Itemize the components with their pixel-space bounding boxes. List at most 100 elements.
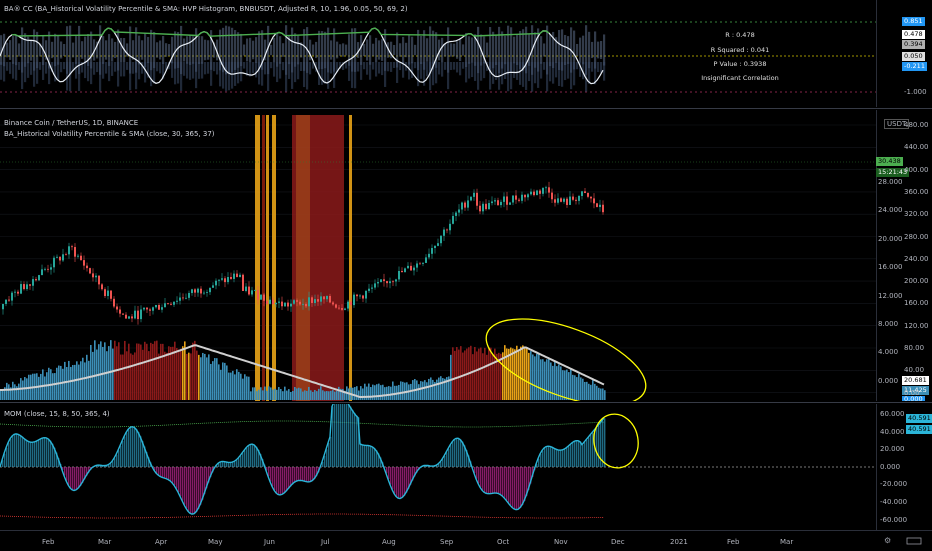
corr-band-low: [138, 62, 140, 79]
hvp-bar: [392, 382, 394, 400]
hvp-bar: [292, 391, 294, 400]
hvp-bar: [44, 376, 46, 400]
corr-band: [249, 38, 251, 62]
hvp-bar: [196, 351, 198, 400]
hvp-bar: [142, 350, 144, 400]
corr-band-low: [567, 62, 569, 79]
candle-body: [440, 236, 442, 243]
momentum-bar: [524, 467, 525, 501]
momentum-bar: [544, 448, 545, 467]
momentum-pane[interactable]: MOM (close, 15, 8, 50, 365, 4) 40.591 40…: [0, 404, 932, 530]
candle-body: [362, 296, 364, 299]
hvp-bar: [450, 355, 452, 400]
corr-band-low: [144, 62, 146, 82]
corr-band-low: [225, 62, 227, 91]
price-pane[interactable]: Binance Coin / TetherUS, 1D, BINANCE BA_…: [0, 110, 932, 401]
momentum-bar: [190, 467, 191, 513]
hvp-bar: [420, 381, 422, 400]
candle-body: [8, 300, 10, 301]
corr-band-low: [549, 62, 551, 81]
hvp-bar: [274, 389, 276, 400]
hvp-bar: [194, 341, 196, 400]
corr-band: [30, 39, 32, 60]
momentum-legend[interactable]: MOM (close, 15, 8, 50, 365, 4): [4, 410, 110, 418]
corr-band: [345, 45, 347, 56]
hvp-bar: [362, 388, 364, 400]
corr-band-low: [492, 62, 494, 84]
corr-band-low: [3, 62, 5, 81]
candle-body: [470, 197, 472, 201]
momentum-bar: [112, 461, 113, 467]
hvp-bar: [540, 359, 542, 400]
corr-band-low: [363, 62, 365, 69]
corr-band-low: [453, 62, 455, 70]
candle-body: [20, 284, 22, 294]
hvp-bar: [572, 375, 574, 400]
candle-body: [215, 281, 217, 286]
hvp-bar: [422, 382, 424, 400]
candle-body: [149, 309, 151, 310]
hvp-bar: [94, 340, 96, 400]
hvp-bar: [178, 350, 180, 400]
hvp-bar: [334, 392, 336, 400]
hvp-bar: [188, 353, 190, 400]
scale-options-icon[interactable]: [906, 537, 922, 545]
hvp-bar: [590, 385, 592, 400]
time-axis-label: Mar: [780, 538, 793, 546]
corr-band: [114, 42, 116, 58]
corr-band: [15, 35, 17, 65]
corr-band-low: [477, 62, 479, 90]
symbol-legend[interactable]: Binance Coin / TetherUS, 1D, BINANCE: [4, 119, 138, 127]
corr-band: [3, 34, 5, 66]
momentum-bar: [442, 459, 443, 467]
momentum-bar: [128, 429, 129, 467]
momentum-bar: [198, 467, 199, 509]
momentum-bar: [514, 467, 515, 509]
momentum-bar: [38, 440, 39, 467]
corr-band-low: [255, 62, 257, 77]
candle-body: [308, 297, 310, 306]
candle-body: [164, 303, 166, 307]
hvp-legend[interactable]: BA_Historical Volatility Percentile & SM…: [4, 130, 215, 138]
momentum-bar: [296, 467, 297, 481]
correlation-legend[interactable]: BA® CC (BA_Historical Volatility Percent…: [4, 5, 408, 13]
momentum-bar: [488, 467, 489, 494]
candle-body: [590, 197, 592, 199]
candle-body: [263, 295, 265, 301]
hvp-bar: [384, 387, 386, 400]
hvp-bar: [158, 354, 160, 400]
momentum-bar: [74, 467, 75, 490]
hvp-bar: [170, 347, 172, 400]
momentum-bar: [332, 406, 333, 467]
candle-body: [458, 209, 460, 212]
hvp-bar: [336, 391, 338, 400]
hvp-bar: [84, 362, 86, 400]
corr-band-low: [99, 62, 101, 92]
corr-band-low: [186, 62, 188, 79]
pane-divider[interactable]: [0, 108, 932, 109]
pane-divider-2[interactable]: [0, 402, 932, 403]
momentum-bar: [366, 445, 367, 467]
corr-band-low: [129, 62, 131, 90]
settings-gear-icon[interactable]: ⚙: [884, 536, 891, 545]
corr-band-low: [9, 62, 11, 74]
candle-body: [446, 230, 448, 231]
corr-band-low: [444, 62, 446, 70]
corr-band-low: [84, 62, 86, 78]
hvp-bar: [332, 390, 334, 400]
corr-band-low: [150, 62, 152, 86]
momentum-bar: [346, 404, 347, 467]
hvp-bar: [202, 353, 204, 400]
momentum-bar: [124, 437, 125, 467]
momentum-bar: [392, 467, 393, 489]
momentum-bar: [354, 413, 355, 467]
candle-body: [485, 204, 487, 209]
hvp-bar: [472, 354, 474, 400]
momentum-bar: [586, 440, 587, 467]
time-axis-label: 2021: [670, 538, 688, 546]
correlation-pane[interactable]: BA® CC (BA_Historical Volatility Percent…: [0, 0, 932, 107]
candle-body: [509, 202, 511, 204]
momentum-bar: [502, 467, 503, 496]
candle-body: [95, 276, 97, 278]
hvp-bar: [516, 346, 518, 400]
